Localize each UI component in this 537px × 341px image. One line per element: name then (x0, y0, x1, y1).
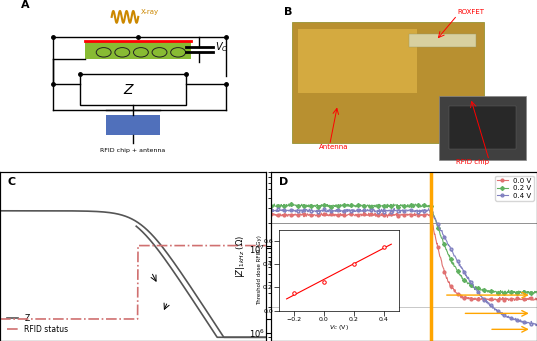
0.4 V (391, 206, 397, 210)
0.4 V (425, 208, 432, 212)
0.2 V (495, 292, 501, 296)
0.2 V (469, 283, 475, 287)
0.2 V (315, 204, 322, 208)
0.0 V (469, 297, 475, 301)
Bar (439, 96, 526, 160)
0.2 V (425, 205, 432, 209)
Bar (297, 29, 417, 93)
Text: A: A (21, 0, 30, 11)
0.0 V (268, 212, 274, 217)
0.4 V (336, 209, 343, 213)
0.2 V (446, 254, 452, 258)
0.4 V (388, 208, 395, 212)
0.0 V (490, 298, 496, 302)
0.0 V (336, 212, 343, 217)
Text: RFID chip: RFID chip (456, 159, 489, 165)
0.0 V (389, 212, 395, 216)
0.2 V (268, 204, 274, 208)
Text: X-ray: X-ray (141, 9, 159, 15)
0.2 V (534, 291, 537, 295)
0.2 V (337, 204, 343, 208)
0.0 V (534, 297, 537, 301)
Line: 0.4 V: 0.4 V (270, 207, 537, 327)
0.0 V (315, 211, 322, 216)
Legend: 0.0 V, 0.2 V, 0.4 V: 0.0 V, 0.2 V, 0.4 V (495, 176, 534, 201)
Text: Z: Z (123, 83, 132, 97)
0.4 V (534, 323, 537, 327)
Y-axis label: $|Z|_{1kHz}$ (Ω): $|Z|_{1kHz}$ (Ω) (235, 235, 248, 278)
0.0 V (361, 210, 367, 214)
Text: RFID chip + antenna: RFID chip + antenna (100, 148, 165, 153)
Text: D: D (279, 177, 288, 187)
Line: 0.2 V: 0.2 V (270, 203, 537, 296)
Text: Antenna: Antenna (319, 144, 349, 150)
0.0 V (425, 213, 432, 217)
0.4 V (315, 209, 322, 213)
Bar (449, 106, 516, 149)
0.2 V (286, 202, 292, 206)
0.0 V (446, 280, 452, 284)
Bar (409, 34, 476, 47)
Text: B: B (285, 7, 293, 17)
Bar (85, 41, 191, 59)
0.2 V (389, 203, 395, 207)
Text: ROXFET: ROXFET (457, 9, 484, 15)
0.4 V (533, 324, 537, 328)
Legend: Z, RFID status: Z, RFID status (4, 311, 71, 337)
0.4 V (268, 208, 274, 212)
Bar (293, 22, 484, 144)
0.4 V (446, 243, 452, 248)
Bar (106, 115, 159, 135)
Y-axis label: RFID status: RFID status (283, 233, 292, 281)
0.4 V (469, 281, 475, 285)
Line: 0.0 V: 0.0 V (270, 211, 537, 302)
Text: $V_C$: $V_C$ (215, 41, 229, 55)
Bar (80, 74, 186, 105)
Text: C: C (8, 177, 16, 187)
